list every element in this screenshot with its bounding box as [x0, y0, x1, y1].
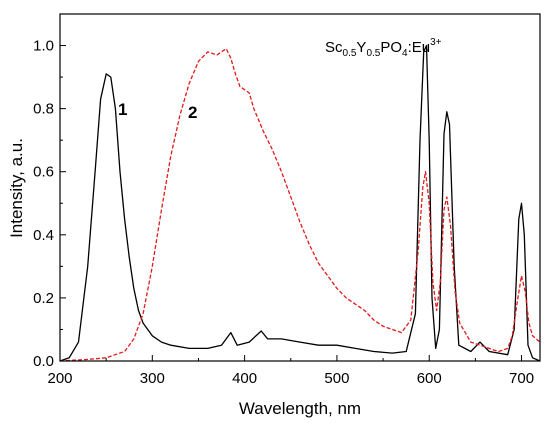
formula-sub2: 0.5	[366, 48, 380, 59]
y-tick-label: 0.2	[33, 290, 54, 307]
series-line-2	[59, 48, 541, 362]
y-tick-label: 0.6	[33, 164, 54, 181]
y-tick-label: 1.0	[33, 38, 54, 55]
formula-sub1: 0.5	[343, 48, 357, 59]
series-line-1	[59, 44, 541, 362]
formula-po: PO	[380, 39, 402, 56]
y-tick-label: 0.8	[33, 101, 54, 118]
formula-sup: 3+	[430, 37, 442, 48]
x-tick-label: 700	[509, 370, 534, 387]
x-tick-label: 500	[324, 370, 349, 387]
series-curves	[59, 44, 541, 362]
formula-base: Sc	[325, 39, 343, 56]
curve-label-1: 1	[118, 100, 127, 119]
y-tick-label: 0.4	[33, 227, 54, 244]
y-axis-label: Intensity, a.u.	[7, 138, 26, 238]
formula-y: Y	[356, 39, 366, 56]
formula-sub3: 4	[402, 48, 408, 59]
curve-label-2: 2	[188, 103, 197, 122]
x-tick-label: 300	[140, 370, 165, 387]
y-tick-label: 0.0	[33, 353, 54, 370]
x-tick-label: 400	[232, 370, 257, 387]
formula-annotation: Sc0.5Y0.5PO4:Eu3+	[325, 37, 442, 59]
axis-ticks: 200 300 400 500 600 700 0.0 0.2 0.4 0.6 0.8 1.0	[33, 13, 534, 387]
x-axis-label: Wavelength, nm	[239, 399, 361, 418]
x-tick-label: 600	[417, 370, 442, 387]
plot-frame	[59, 13, 541, 362]
formula-eu: :Eu	[408, 39, 431, 56]
x-tick-label: 200	[47, 370, 72, 387]
